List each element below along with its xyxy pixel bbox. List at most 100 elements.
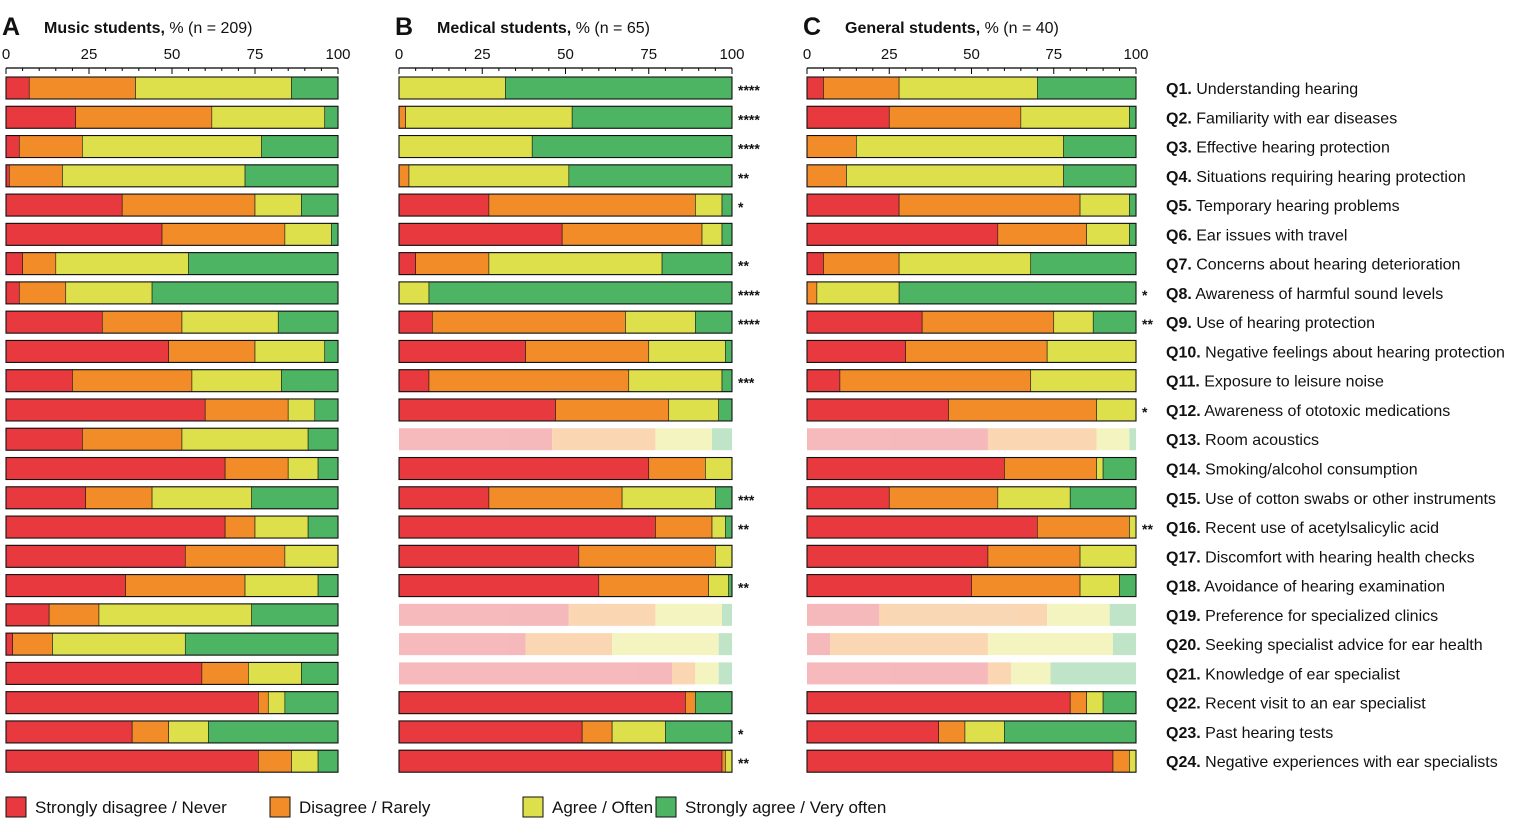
bar-segment <box>254 515 309 539</box>
bar-row <box>398 252 733 276</box>
legend-label: Strongly agree / Very often <box>685 798 886 817</box>
bar-segment <box>398 749 723 773</box>
bar-row <box>806 515 1137 539</box>
bar-row <box>399 662 732 685</box>
bar-outline <box>5 281 339 305</box>
bar-outline <box>5 164 339 188</box>
bar-outline <box>806 574 1137 598</box>
question-id: Q3. <box>1166 140 1192 157</box>
bar-segment <box>317 457 339 480</box>
question-text: Situations requiring hearing protection <box>1192 169 1466 186</box>
bar-segment <box>806 164 847 188</box>
bar-row <box>5 720 339 744</box>
x-tick-label: 75 <box>1045 46 1062 63</box>
bar-segment <box>398 545 580 568</box>
question-label: Q13. Room acoustics <box>1166 432 1319 449</box>
significance-marker: *** <box>738 492 755 508</box>
bar-segment <box>806 486 890 510</box>
bar-segment <box>1129 515 1137 539</box>
bar-segment <box>22 252 57 275</box>
bar-outline <box>398 574 733 598</box>
bar-segment <box>184 632 339 656</box>
x-tick-label: 0 <box>2 46 10 63</box>
bar-segment <box>307 515 339 539</box>
bar-segment <box>628 369 723 393</box>
bar-segment <box>648 340 726 363</box>
bar-row <box>398 369 733 393</box>
bar-segment <box>905 340 1048 363</box>
question-text: Awareness of harmful sound levels <box>1192 286 1443 303</box>
bar-row <box>5 691 339 715</box>
bar-outline <box>5 105 339 129</box>
bar-segment <box>398 105 406 129</box>
bar-segment <box>711 515 726 539</box>
bar-segment <box>291 76 339 100</box>
legend-label: Disagree / Rarely <box>299 798 431 817</box>
question-label: Q15. Use of cotton swabs or other instru… <box>1166 491 1496 508</box>
bar-row <box>398 574 733 598</box>
bar-row <box>5 222 339 246</box>
legend-swatch <box>269 796 291 818</box>
bar-outline <box>398 749 733 773</box>
bar-segment <box>695 662 719 685</box>
bar-row <box>806 193 1137 217</box>
bar-outline <box>398 193 733 217</box>
bar-segment <box>405 105 573 129</box>
bar-segment <box>55 252 189 275</box>
bar-segment <box>488 486 623 510</box>
bar-segment <box>1129 193 1137 217</box>
bar-segment <box>1096 428 1130 451</box>
bar-row <box>806 252 1137 276</box>
x-tick-label: 50 <box>557 46 574 63</box>
question-id: Q5. <box>1166 198 1192 215</box>
bar-outline <box>806 252 1137 276</box>
bar-row <box>806 544 1137 568</box>
bar-segment <box>399 428 553 451</box>
bar-segment <box>98 603 252 627</box>
bar-segment <box>65 281 153 305</box>
bar-segment <box>398 281 430 305</box>
bar-segment <box>284 691 339 714</box>
bar-outline <box>5 398 339 422</box>
question-id: Q10. <box>1166 344 1201 361</box>
x-tick-label: 75 <box>640 46 657 63</box>
bar-segment <box>806 105 890 129</box>
bar-segment <box>85 486 153 510</box>
bar-segment <box>571 105 733 129</box>
legend-label: Agree / Often <box>552 798 653 817</box>
question-text: Knowledge of ear specialist <box>1201 666 1401 683</box>
bar-outline <box>5 222 339 246</box>
bar-segment <box>806 720 939 744</box>
bar-segment <box>488 193 696 217</box>
bar-segment <box>987 545 1081 568</box>
bar-segment <box>398 310 433 334</box>
bar-segment <box>1129 105 1137 129</box>
bar-segment <box>1069 486 1137 510</box>
significance-marker: * <box>738 199 744 215</box>
bar-segment <box>5 398 206 422</box>
bar-segment <box>5 369 73 393</box>
bar-row <box>806 134 1137 159</box>
bar-segment <box>612 633 719 656</box>
bar-row <box>806 574 1137 598</box>
bar-row <box>806 749 1137 773</box>
bar-segment <box>722 603 732 626</box>
bar-segment <box>725 515 733 539</box>
bar-segment <box>398 76 506 100</box>
bar-row <box>5 193 339 217</box>
bar-row <box>398 486 733 510</box>
bar-segment <box>806 691 1071 714</box>
bar-segment <box>1112 749 1130 773</box>
bar-row <box>806 339 1137 363</box>
significance-marker: **** <box>738 316 760 332</box>
bar-segment <box>806 135 857 158</box>
bar-outline <box>398 369 733 393</box>
bar-segment <box>806 193 900 217</box>
bar-segment <box>1030 252 1137 275</box>
bar-row <box>807 428 1136 451</box>
bar-segment <box>598 574 709 597</box>
question-text: Effective hearing protection <box>1192 140 1390 157</box>
significance-marker: ** <box>738 258 749 274</box>
panel-title: Music students, % (n = 209) <box>44 20 253 37</box>
bar-segment <box>1096 398 1137 422</box>
